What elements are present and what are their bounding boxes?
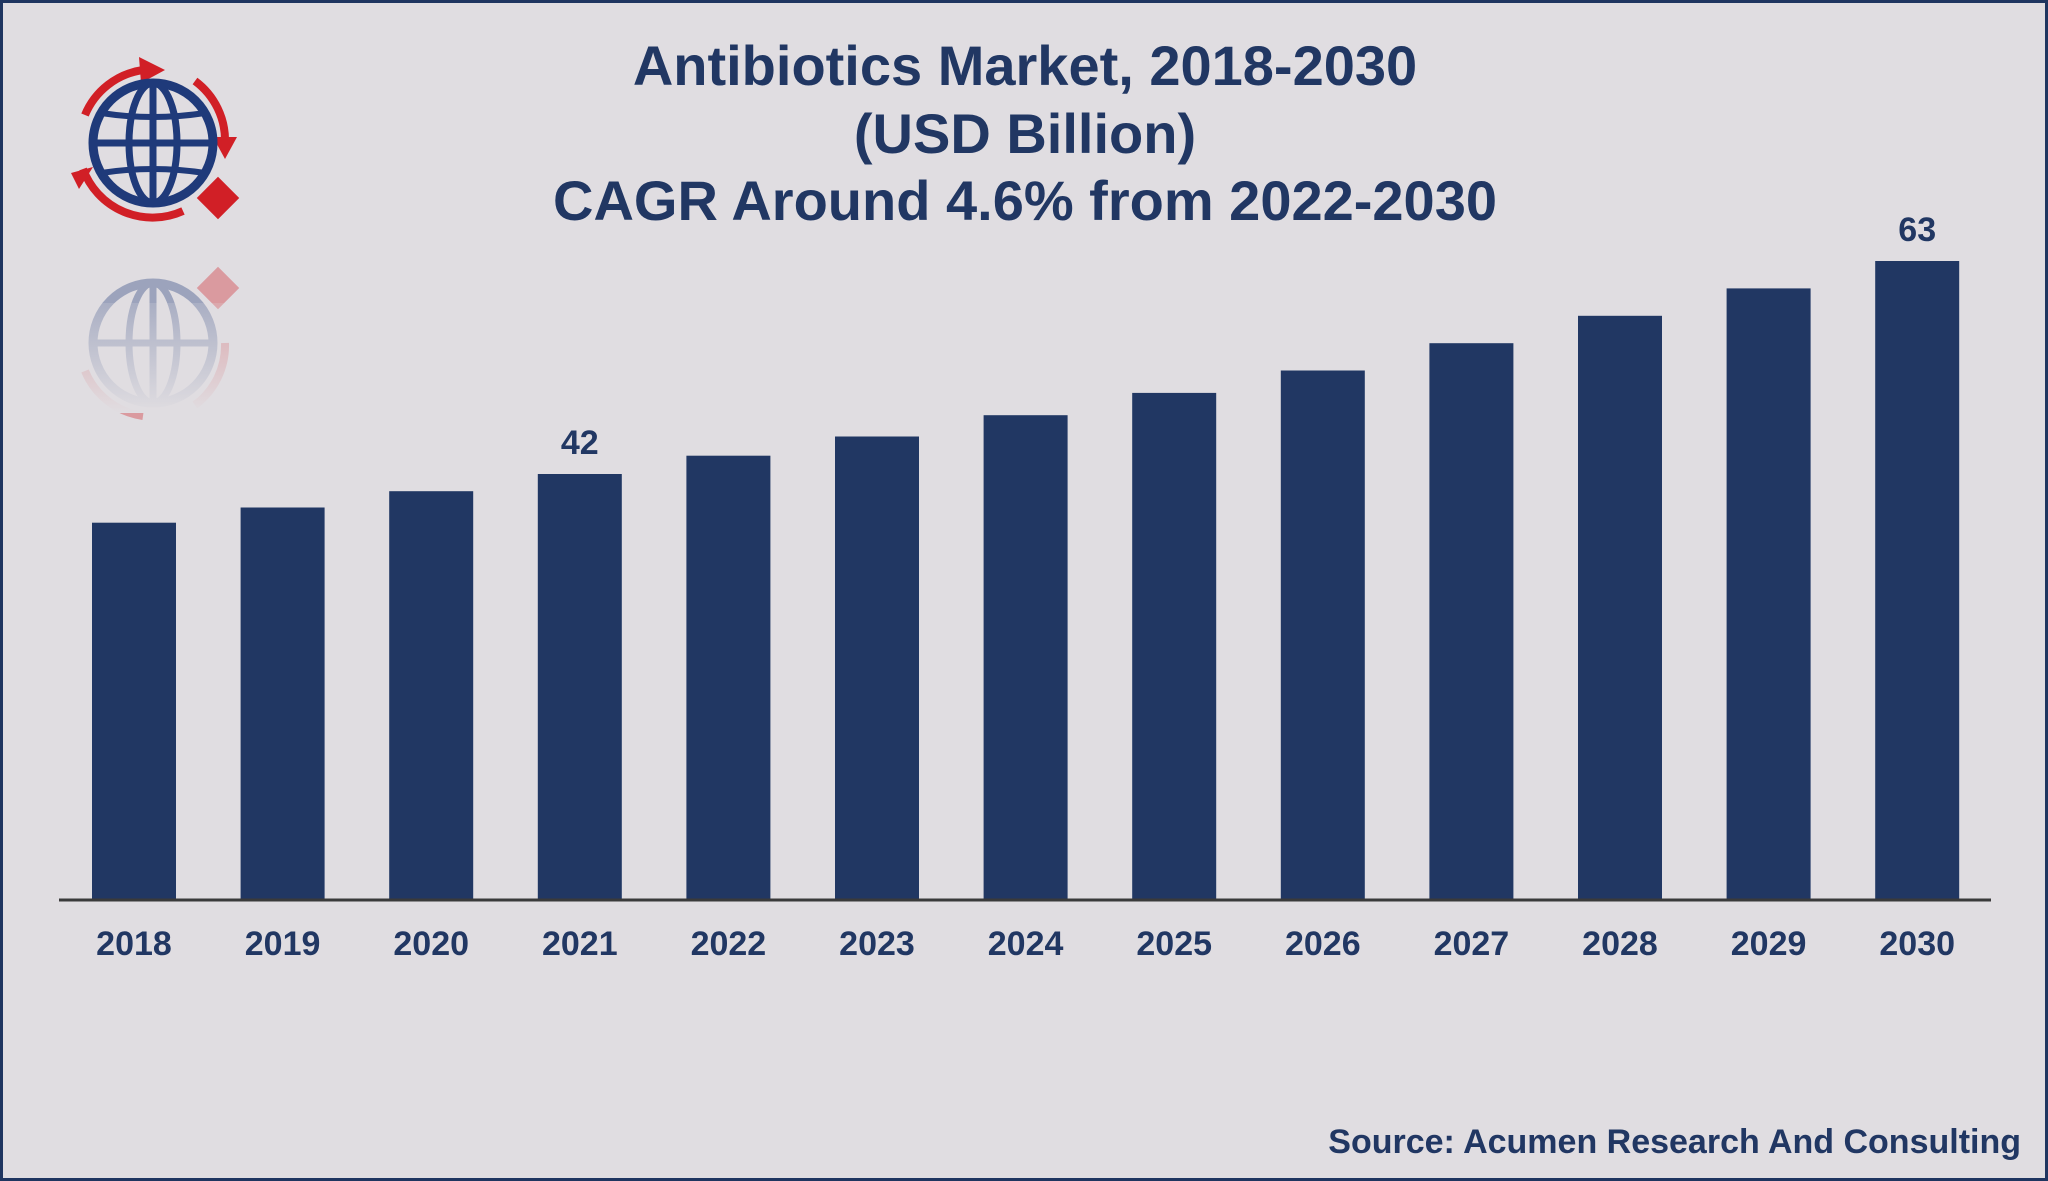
globe-logo-icon (63, 57, 243, 420)
data-labels: 42 63 (561, 211, 1936, 462)
x-tick-label-2030: 2030 (1879, 925, 1955, 963)
bar-2028 (1578, 315, 1662, 900)
bar-2027 (1429, 343, 1514, 900)
x-axis-tick-labels: 2018 2019 2020 2021 2022 2023 2024 2025 2026 2027… (96, 925, 1955, 963)
bar-2030 (1875, 261, 1960, 900)
x-tick-label-2028: 2028 (1582, 925, 1658, 963)
chart-title: Antibiotics Market, 2018-2030 (633, 34, 1417, 97)
data-label-2021: 42 (561, 424, 599, 462)
x-tick-label-2026: 2026 (1285, 925, 1361, 963)
x-tick-label-2025: 2025 (1136, 925, 1212, 963)
chart-subtitle: (USD Billion) (854, 102, 1196, 165)
data-label-2030: 63 (1898, 211, 1936, 249)
bar-2020 (389, 491, 474, 900)
x-tick-label-2021: 2021 (542, 925, 618, 963)
source-text: Source: Acumen Research And Consulting (1328, 1123, 2021, 1161)
bar-2029 (1726, 288, 1811, 900)
x-tick-label-2019: 2019 (245, 925, 321, 963)
bar-series (92, 261, 1960, 900)
x-tick-label-2029: 2029 (1731, 925, 1807, 963)
x-tick-label-2020: 2020 (393, 925, 469, 963)
bar-chart: Antibiotics Market, 2018-2030 (USD Billi… (59, 34, 2021, 1161)
x-tick-label-2027: 2027 (1434, 925, 1510, 963)
x-tick-label-2018: 2018 (96, 925, 172, 963)
bar-2021 (537, 474, 622, 900)
x-tick-label-2022: 2022 (691, 925, 767, 963)
x-tick-label-2023: 2023 (839, 925, 915, 963)
bar-2019 (240, 507, 325, 900)
bar-2022 (686, 455, 771, 900)
bar-2023 (835, 436, 919, 900)
bar-2024 (983, 415, 1068, 900)
bar-2018 (92, 522, 176, 900)
chart-cagr-subtitle: CAGR Around 4.6% from 2022-2030 (553, 169, 1497, 232)
bar-2025 (1132, 392, 1217, 900)
x-tick-label-2024: 2024 (988, 925, 1064, 963)
bar-2026 (1280, 370, 1365, 900)
